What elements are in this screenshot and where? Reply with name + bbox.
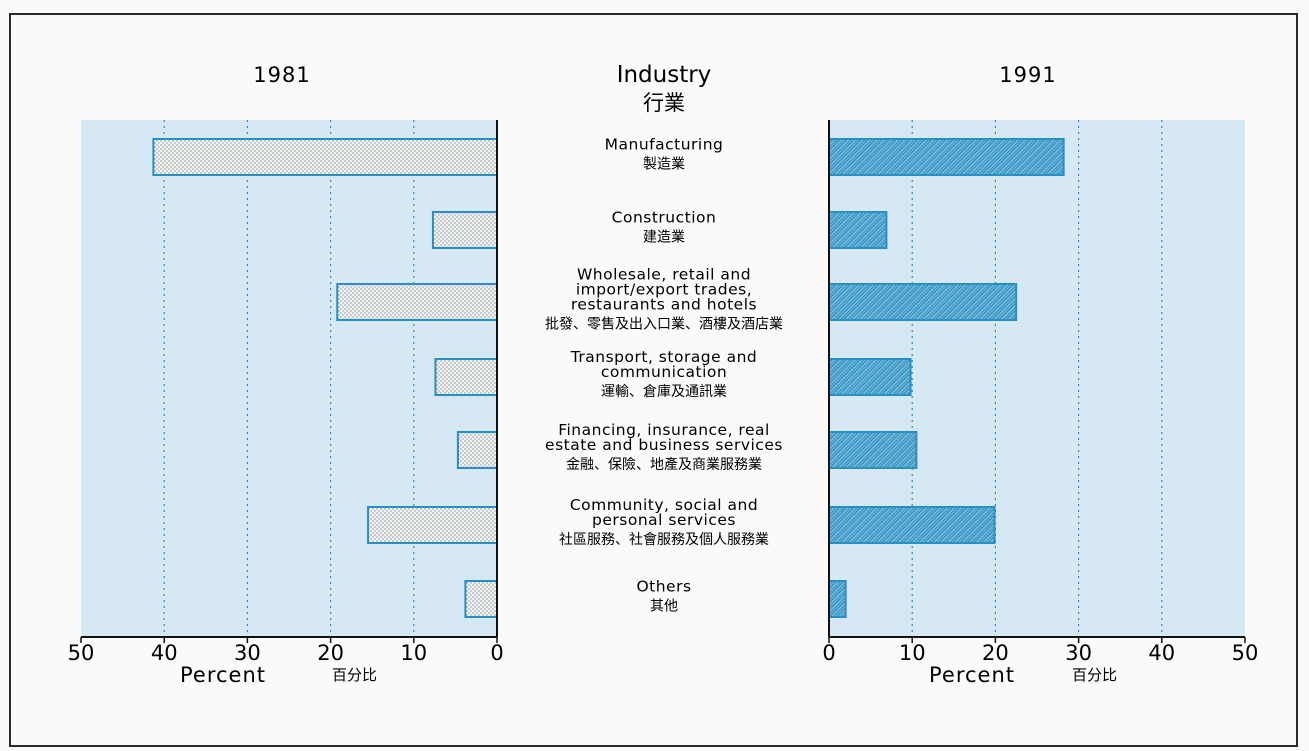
category-label: personal services [592,511,736,529]
x-axis-label-left-cn: 百分比 [332,666,377,684]
x-axis-label-right: Percent [929,663,1015,687]
tick-label-left: 10 [400,641,427,665]
category-label: Wholesale, retail and [577,266,751,284]
tick-label-left: 30 [234,641,261,665]
category-label: Others [636,578,691,596]
figure-frame [9,13,1298,747]
category-label-cn: 製造業 [643,157,685,173]
category-label-cn: 其他 [650,599,678,615]
bar-1991 [828,138,1065,176]
chart-title: Industry [617,62,712,88]
category-label: Financing, insurance, real [558,421,770,439]
category-label: import/export trades, [576,281,752,299]
category-label: restaurants and hotels [571,296,757,314]
tick-label-left: 50 [68,641,95,665]
chart-title-cn: 行業 [643,91,685,115]
bar-1981 [336,283,499,321]
year-label-1991: 1991 [999,63,1056,87]
tick-label-right: 0 [822,641,835,665]
bar-1991 [828,506,996,544]
tick-label-left: 40 [151,641,178,665]
category-label: estate and business services [545,436,783,454]
bar-1981 [431,211,499,249]
category-label: communication [601,363,727,381]
tick-label-left: 20 [317,641,344,665]
category-label: Manufacturing [605,136,724,154]
bar-1981 [152,138,498,176]
bar-1981 [464,580,499,618]
bar-1991 [828,358,912,396]
bar-1991 [828,580,847,618]
tick-label-right: 10 [899,641,926,665]
tick-label-right: 20 [982,641,1009,665]
bar-1981 [456,431,498,469]
category-label-cn: 社區服務、社會服務及個人服務業 [559,532,769,548]
tick-label-right: 30 [1065,641,1092,665]
bar-1981 [367,506,499,544]
category-label: Transport, storage and [570,348,758,366]
year-label-1981: 1981 [253,63,310,87]
x-axis-label-left: Percent [180,663,266,687]
bar-1991 [828,431,918,469]
tick-label-left: 0 [490,641,503,665]
bar-1981 [434,358,499,396]
category-label: Community, social and [570,496,758,514]
category-label-cn: 運輸、倉庫及通訊業 [601,383,727,400]
category-label: Construction [612,209,717,227]
category-label-cn: 建造業 [643,230,685,246]
x-axis-label-right-cn: 百分比 [1072,666,1117,684]
category-label-cn: 金融、保險、地產及商業服務業 [566,456,762,473]
category-label-cn: 批發、零售及出入口業、酒樓及酒店業 [545,317,783,333]
tick-label-right: 50 [1232,641,1259,665]
tick-label-right: 40 [1148,641,1175,665]
bar-1991 [828,283,1018,321]
bar-1991 [828,211,888,249]
panel-1981 [81,120,497,637]
